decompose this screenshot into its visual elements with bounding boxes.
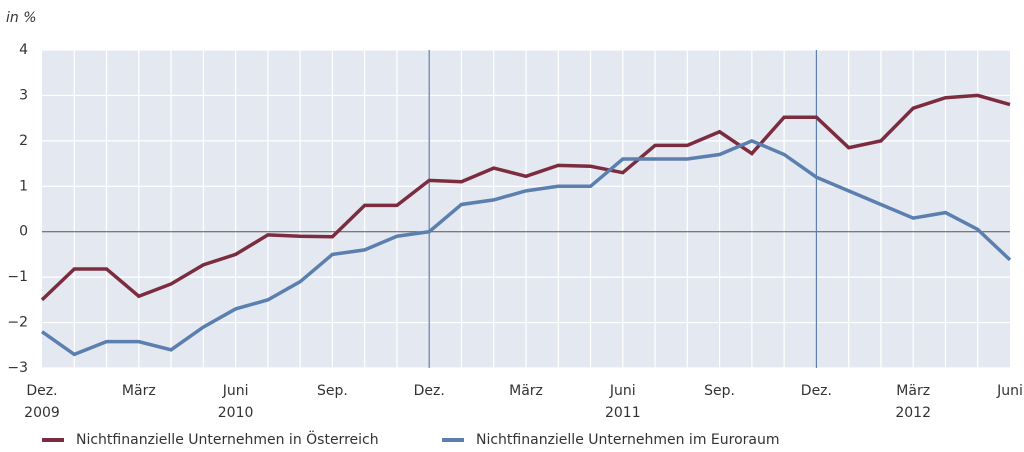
legend-label: Nichtfinanzielle Unternehmen in Österrei… xyxy=(76,432,379,448)
y-tick-label: −2 xyxy=(7,315,28,331)
y-tick-label: 1 xyxy=(19,178,28,194)
y-tick-label: 4 xyxy=(19,42,28,58)
x-tick-label: Juni 2010 xyxy=(217,383,254,421)
y-tick-label: −3 xyxy=(7,360,28,376)
legend-entry: Nichtfinanzielle Unternehmen im Euroraum xyxy=(442,432,779,448)
x-tick-label: Dez. xyxy=(800,383,832,399)
legend-swatch xyxy=(442,438,464,442)
x-tick-label: März xyxy=(509,383,543,399)
axis-label: in % xyxy=(6,10,37,26)
x-tick-label: Juni xyxy=(997,383,1023,399)
legend-label: Nichtfinanzielle Unternehmen im Euroraum xyxy=(476,432,780,448)
line-series xyxy=(40,93,1011,302)
legend-swatch xyxy=(42,438,64,442)
y-tick-label: 2 xyxy=(19,133,28,149)
y-tick-label: −1 xyxy=(7,269,28,285)
x-tick-label: Dez. xyxy=(413,383,445,399)
x-tick-label: Juni 2011 xyxy=(604,383,641,421)
legend-entry: Nichtfinanzielle Unternehmen in Österrei… xyxy=(42,432,379,448)
x-tick-label: Sep. xyxy=(704,383,736,399)
x-tick-label: März xyxy=(121,383,156,399)
y-tick-label: 0 xyxy=(19,224,28,240)
x-tick-label: Sep. xyxy=(316,383,348,399)
x-tick-label: Dez. 2009 xyxy=(24,383,60,421)
line-series xyxy=(40,138,1012,357)
y-tick-label: 3 xyxy=(19,87,28,103)
x-tick-label: März 2012 xyxy=(895,383,932,421)
